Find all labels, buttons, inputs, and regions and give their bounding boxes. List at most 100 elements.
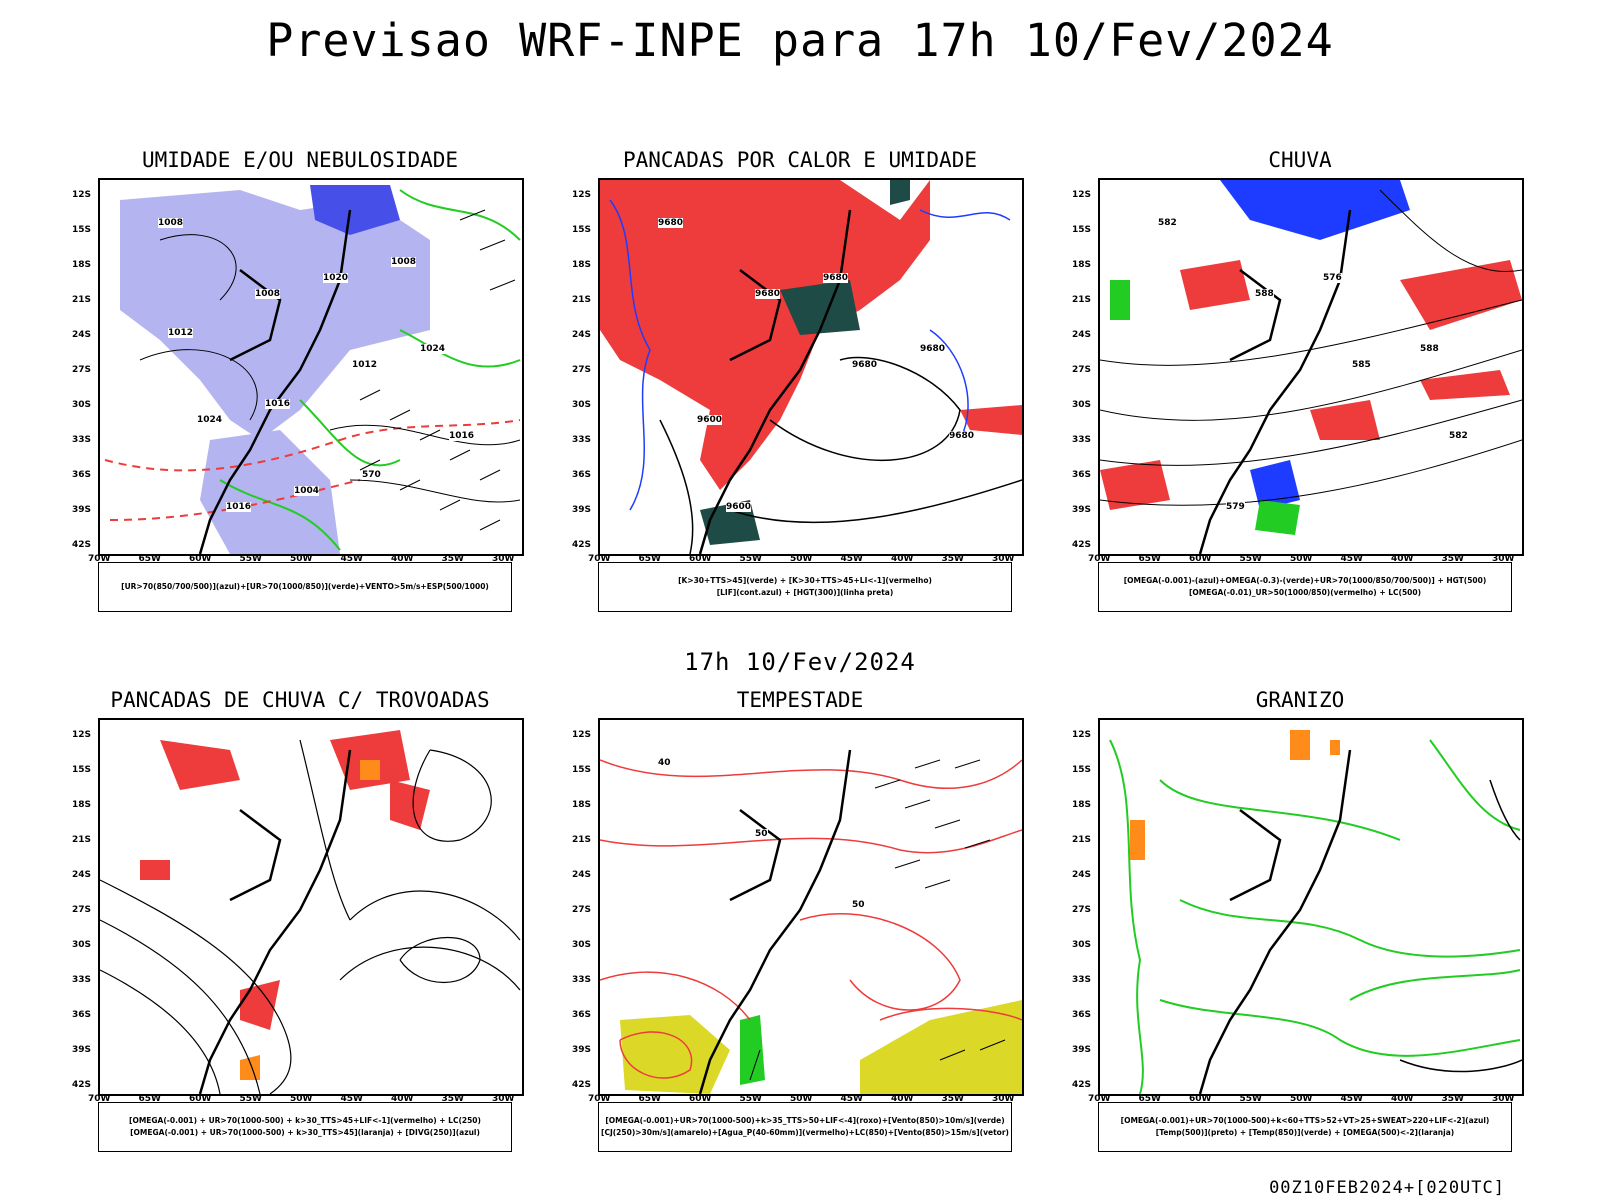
coastline [1198, 749, 1352, 1094]
lon-tick-label: 70W [588, 554, 611, 564]
contour-label: 40 [658, 758, 671, 768]
contour-label: 576 [1323, 273, 1342, 283]
lat-tick-label: 21S [1072, 295, 1092, 305]
lat-tick-label: 21S [572, 295, 592, 305]
contour-label: 1016 [226, 502, 252, 512]
lon-tick-label: 55W [239, 1094, 262, 1104]
map-frame[interactable] [598, 718, 1024, 1096]
lat-tick-label: 21S [572, 835, 592, 845]
lon-tick-label: 35W [941, 554, 964, 564]
coastline [198, 209, 352, 554]
lat-tick-label: 12S [72, 730, 92, 740]
lon-tick-label: 40W [391, 1094, 414, 1104]
contour-label: 1016 [449, 431, 475, 441]
lat-tick-label: 42S [1072, 1080, 1092, 1090]
map-svg [1109, 730, 1522, 1094]
legend-line: [Temp(500)](preto) + [Temp(850)](verde) … [1155, 1128, 1455, 1137]
lat-tick-label: 18S [1072, 260, 1092, 270]
lon-tick-label: 65W [138, 1094, 161, 1104]
green-contour [219, 189, 521, 551]
lat-tick-label: 15S [572, 225, 592, 235]
lon-tick-label: 65W [638, 554, 661, 564]
mid-title: 17h 10/Fev/2024 [684, 648, 916, 676]
orange-omega-patches [1130, 730, 1340, 860]
contour-label: 582 [1449, 431, 1468, 441]
lat-tick-label: 30S [1072, 940, 1092, 950]
lat-tick-label: 33S [572, 435, 592, 445]
lat-tick-label: 18S [72, 800, 92, 810]
map-frame[interactable] [1098, 178, 1524, 556]
contour-label: 585 [1352, 360, 1371, 370]
blue-core [310, 185, 400, 235]
orange-patches [240, 760, 380, 1080]
panel-title: PANCADAS POR CALOR E UMIDADE [622, 148, 977, 172]
panel-legend: [K>30+TTS>45](verde) + [K>30+TTS>45+LI<-… [598, 562, 1012, 612]
lat-tick-label: 27S [72, 365, 92, 375]
lat-tick-label: 39S [572, 1045, 592, 1055]
lat-tick-label: 27S [1072, 905, 1092, 915]
lat-tick-label: 33S [72, 435, 92, 445]
yellow-jet-area [620, 1000, 1022, 1094]
panel-title: UMIDADE E/OU NEBULOSIDADE [141, 148, 459, 172]
lon-tick-label: 65W [1138, 1094, 1161, 1104]
lon-tick-label: 40W [1391, 1094, 1414, 1104]
lon-tick-label: 45W [840, 1094, 863, 1104]
lon-tick-label: 45W [340, 1094, 363, 1104]
lon-tick-label: 50W [790, 554, 813, 564]
lat-tick-label: 21S [72, 835, 92, 845]
lat-tick-label: 33S [572, 975, 592, 985]
lat-tick-label: 39S [72, 505, 92, 515]
lon-tick-label: 55W [239, 554, 262, 564]
hgt-black-contour [659, 356, 1022, 554]
green-wind-patch [740, 1015, 765, 1085]
lat-tick-label: 24S [572, 330, 592, 340]
red-instability-area [600, 180, 930, 490]
contour-label: 579 [1226, 502, 1245, 512]
lat-tick-label: 42S [72, 1080, 92, 1090]
lon-tick-label: 65W [138, 554, 161, 564]
lat-tick-label: 12S [1072, 190, 1092, 200]
contour-label: 570 [362, 470, 381, 480]
lon-tick-label: 35W [441, 554, 464, 564]
legend-line: [CJ(250)>30m/s](amarelo)+[Agua_P(40-60mm… [601, 1128, 1009, 1137]
lat-tick-label: 39S [72, 1045, 92, 1055]
lat-tick-label: 30S [72, 400, 92, 410]
main-title: Previsao WRF-INPE para 17h 10/Fev/2024 [266, 14, 1334, 67]
red-storm-patches [140, 730, 430, 1030]
lon-tick-label: 55W [1239, 554, 1262, 564]
lon-tick-label: 30W [992, 1094, 1015, 1104]
lon-tick-label: 55W [739, 1094, 762, 1104]
red-water-contours [600, 759, 1022, 1079]
lon-tick-label: 35W [941, 1094, 964, 1104]
map-frame[interactable] [1098, 718, 1524, 1096]
lon-tick-label: 45W [340, 554, 363, 564]
map-frame[interactable] [98, 178, 524, 556]
map-svg [600, 180, 1022, 554]
legend-line: [K>30+TTS>45](verde) + [K>30+TTS>45+LI<-… [678, 576, 932, 585]
legend-line: [OMEGA(-0.001)+UR>70(1000-500)+k>35_TTS>… [605, 1116, 1005, 1125]
lat-tick-label: 39S [572, 505, 592, 515]
map-frame[interactable] [598, 178, 1024, 556]
contour-label: 50 [755, 829, 768, 839]
lat-tick-label: 39S [1072, 1045, 1092, 1055]
map-svg [104, 185, 521, 554]
map-frame[interactable] [98, 718, 524, 1096]
lat-tick-label: 18S [572, 800, 592, 810]
lon-tick-label: 35W [441, 1094, 464, 1104]
contour-label: 9680 [658, 218, 684, 228]
contour-label: 588 [1255, 289, 1274, 299]
lon-tick-label: 30W [492, 1094, 515, 1104]
lat-tick-label: 12S [72, 190, 92, 200]
lat-tick-label: 18S [572, 260, 592, 270]
contour-label: 50 [852, 900, 865, 910]
lon-tick-label: 40W [391, 554, 414, 564]
panel-legend: [OMEGA(-0.001) + UR>70(1000-500) + k>30_… [98, 1102, 512, 1152]
contour-label: 1016 [265, 399, 291, 409]
legend-line: [OMEGA(-0.001) + UR>70(1000-500) + k>30_… [129, 1116, 481, 1125]
lat-tick-label: 42S [1072, 540, 1092, 550]
lon-tick-label: 55W [1239, 1094, 1262, 1104]
lon-tick-label: 50W [290, 1094, 313, 1104]
lat-tick-label: 15S [572, 765, 592, 775]
lat-tick-label: 21S [72, 295, 92, 305]
hgt500-contours [1100, 189, 1522, 506]
